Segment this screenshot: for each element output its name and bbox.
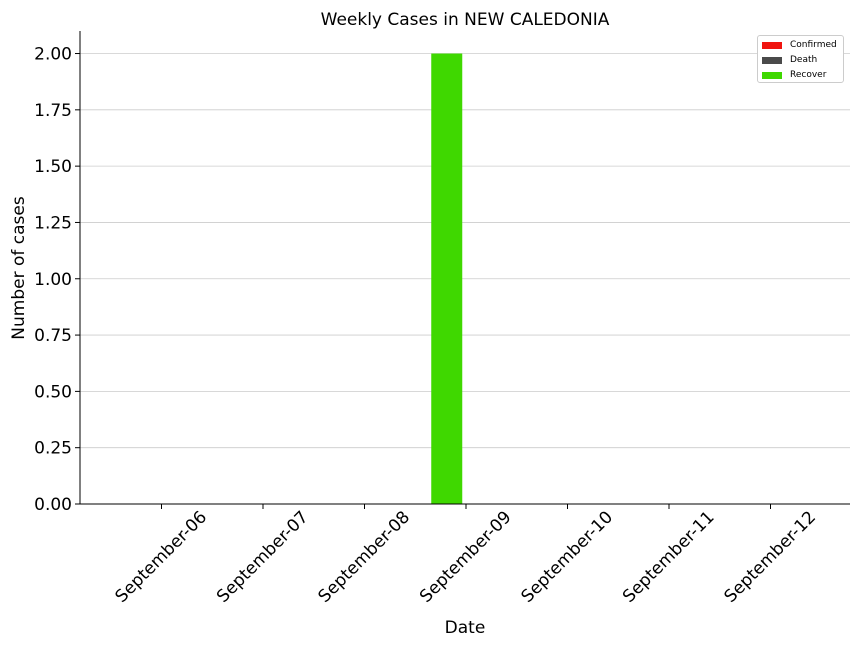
legend-swatch-confirmed bbox=[762, 41, 782, 49]
x-tick-label: September-08 bbox=[315, 507, 414, 606]
bar-recover bbox=[431, 53, 463, 505]
y-axis-label: Number of cases bbox=[9, 196, 29, 340]
y-tick-label: 0.25 bbox=[34, 439, 72, 459]
y-tick-label: 2.00 bbox=[34, 45, 72, 65]
x-tick-label: September-07 bbox=[213, 507, 312, 606]
legend-item-recover: Recover bbox=[762, 69, 826, 81]
axes bbox=[79, 31, 850, 505]
x-tick-label: September-12 bbox=[721, 507, 820, 606]
legend-label-death: Death bbox=[790, 55, 818, 65]
y-tick-label: 0.00 bbox=[34, 495, 72, 515]
legend-swatch-recover bbox=[762, 71, 782, 79]
legend-swatch-death bbox=[762, 56, 782, 64]
legend: Confirmed Death Recover bbox=[757, 35, 844, 83]
gridlines bbox=[80, 53, 850, 449]
chart-title: Weekly Cases in NEW CALEDONIA bbox=[321, 10, 610, 30]
x-tick-label: September-10 bbox=[518, 507, 617, 606]
y-ticks: 0.00 0.25 0.50 0.75 1.00 1.25 1.50 1.75 2.00 bbox=[34, 45, 80, 515]
x-tick-label: September-09 bbox=[416, 507, 515, 606]
y-tick-label: 0.75 bbox=[34, 326, 72, 346]
y-tick-label: 1.00 bbox=[34, 270, 72, 290]
legend-label-recover: Recover bbox=[790, 70, 827, 80]
y-tick-label: 1.50 bbox=[34, 157, 72, 177]
x-ticks: September-06 September-07 September-08 Sept… bbox=[112, 504, 820, 607]
legend-label-confirmed: Confirmed bbox=[790, 40, 837, 50]
legend-item-confirmed: Confirmed bbox=[762, 39, 837, 51]
y-tick-label: 1.75 bbox=[34, 101, 72, 121]
y-tick-label: 0.50 bbox=[34, 382, 72, 402]
y-tick-label: 1.25 bbox=[34, 213, 72, 233]
x-tick-label: September-06 bbox=[112, 507, 211, 606]
legend-item-death: Death bbox=[762, 54, 817, 66]
x-axis-label: Date bbox=[445, 618, 486, 638]
bars bbox=[431, 53, 463, 505]
x-tick-label: September-11 bbox=[619, 507, 718, 606]
